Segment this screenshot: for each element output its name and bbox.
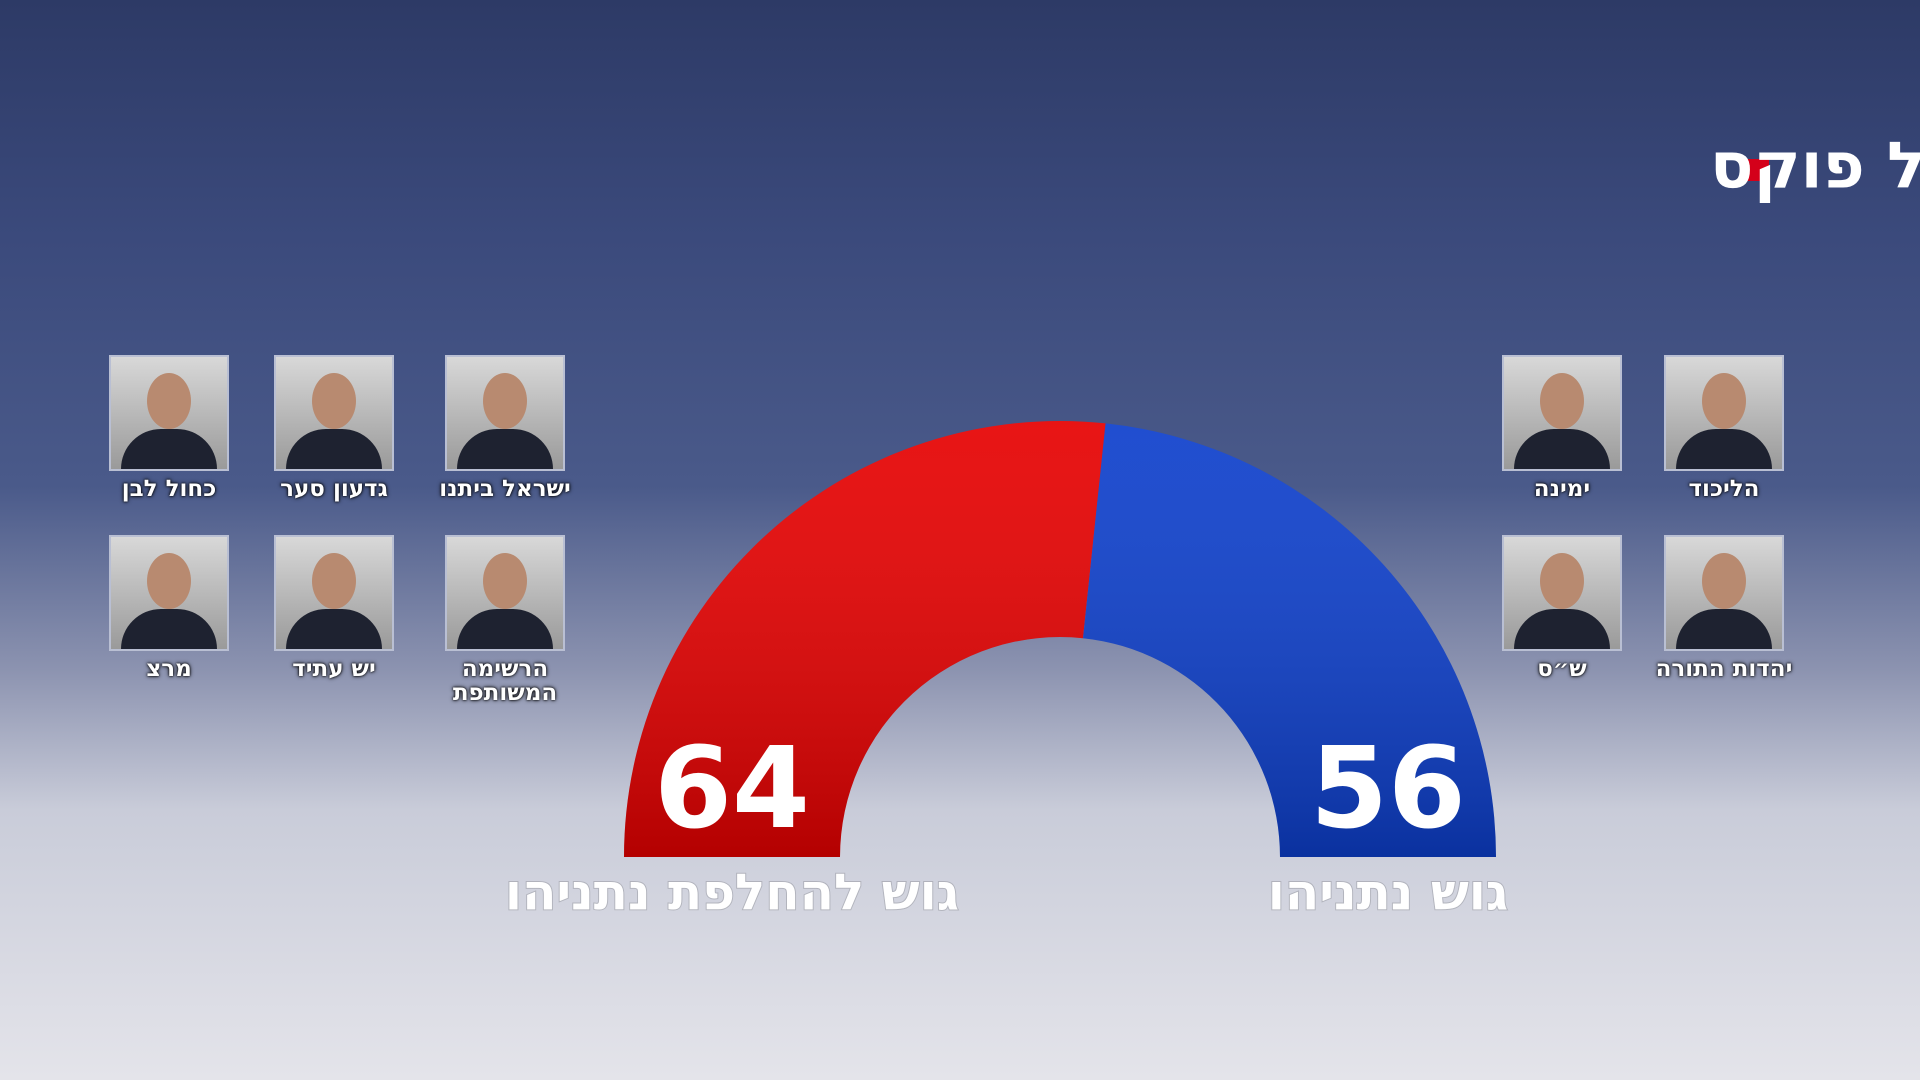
- party-label: כחול לבן: [121, 476, 217, 502]
- party-label: הליכוד: [1688, 476, 1760, 502]
- photo-head: [1702, 373, 1746, 429]
- party-label: יהדות התורה: [1655, 656, 1793, 682]
- party-photo: [109, 355, 229, 471]
- party-label: ימינה: [1533, 476, 1591, 502]
- photo-head: [483, 553, 527, 609]
- party-card: גדעון סער: [259, 355, 409, 501]
- party-label: מרצ: [146, 656, 192, 682]
- party-card: יהדות התורה: [1649, 535, 1799, 681]
- photo-body: [286, 609, 382, 649]
- party-card: כחול לבן: [94, 355, 244, 501]
- photo-body: [1514, 609, 1610, 649]
- photo-head: [312, 373, 356, 429]
- party-photo: [445, 355, 565, 471]
- party-photo: [1664, 535, 1784, 651]
- photo-body: [457, 609, 553, 649]
- photo-head: [147, 373, 191, 429]
- party-photo: [274, 535, 394, 651]
- party-photo: [1664, 355, 1784, 471]
- photo-body: [1676, 429, 1772, 469]
- photo-body: [1676, 609, 1772, 649]
- photo-head: [1540, 553, 1584, 609]
- party-label: ישראל ביתנו: [439, 476, 571, 502]
- segment-shade: [1082, 423, 1496, 857]
- party-photo: [1502, 355, 1622, 471]
- party-photo: [274, 355, 394, 471]
- party-card: יש עתיד: [259, 535, 409, 681]
- party-card: הרשימה המשותפת: [430, 535, 580, 705]
- party-card: ימינה: [1487, 355, 1637, 501]
- title-marker: [1745, 159, 1769, 181]
- photo-head: [312, 553, 356, 609]
- photo-head: [483, 373, 527, 429]
- photo-body: [121, 609, 217, 649]
- photo-head: [1540, 373, 1584, 429]
- value-label: 64: [654, 724, 810, 854]
- category-label: גוש נתניהו: [1268, 864, 1509, 922]
- party-photo: [1502, 535, 1622, 651]
- party-photo: [109, 535, 229, 651]
- segment-shade: [624, 421, 1106, 857]
- photo-head: [1702, 553, 1746, 609]
- photo-body: [457, 429, 553, 469]
- photo-head: [147, 553, 191, 609]
- party-card: הליכוד: [1649, 355, 1799, 501]
- party-label: הרשימה המשותפת: [452, 656, 558, 706]
- value-label: 56: [1310, 724, 1466, 854]
- chart-title: סקר חדשות 13 ופרופ׳ קמיל פוקס: [1710, 130, 1920, 204]
- party-card: ישראל ביתנו: [430, 355, 580, 501]
- photo-body: [286, 429, 382, 469]
- party-label: גדעון סער: [280, 476, 388, 502]
- category-label: גוש להחלפת נתניהו: [505, 864, 959, 922]
- party-card: מרצ: [94, 535, 244, 681]
- photo-body: [121, 429, 217, 469]
- party-label: יש עתיד: [292, 656, 376, 682]
- party-label: ש״ס: [1537, 656, 1587, 682]
- party-photo: [445, 535, 565, 651]
- party-card: ש״ס: [1487, 535, 1637, 681]
- photo-body: [1514, 429, 1610, 469]
